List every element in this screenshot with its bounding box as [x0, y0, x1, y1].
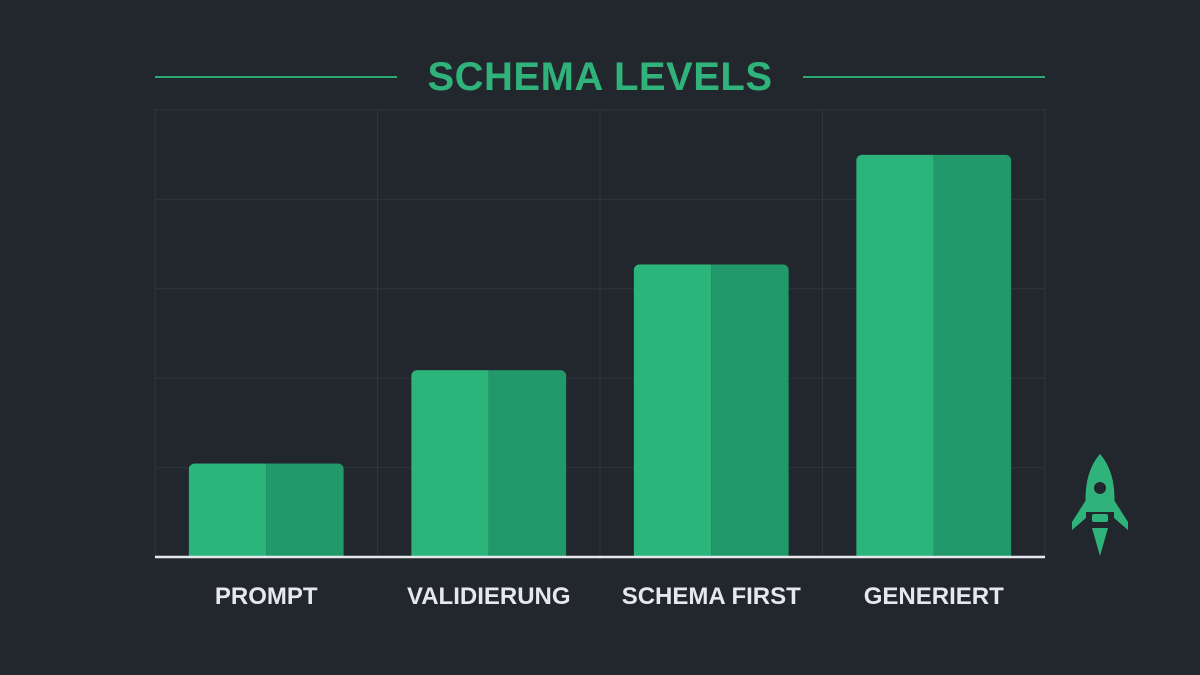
bar-right-face [933, 154, 1012, 557]
bar-left-face [411, 370, 489, 557]
title-rule-right [803, 76, 1045, 78]
bar [633, 264, 789, 557]
bar [411, 370, 567, 557]
rocket-icon [1072, 454, 1128, 556]
bar [856, 154, 1012, 557]
x-tick-label: VALIDIERUNG [407, 583, 571, 610]
bar-left-face [188, 463, 267, 557]
bar-right-face [488, 370, 567, 557]
bar-right-face [711, 264, 789, 557]
bar [188, 463, 344, 557]
bar-right-face [266, 463, 344, 557]
bar-left-face [856, 154, 934, 557]
bar-left-face [633, 264, 712, 557]
chart-title: SCHEMA LEVELS [427, 55, 773, 99]
x-tick-label: GENERIERT [864, 583, 1004, 610]
x-tick-label: SCHEMA FIRST [622, 583, 801, 610]
x-tick-label: PROMPT [215, 583, 318, 610]
title-rule-left [155, 76, 397, 78]
